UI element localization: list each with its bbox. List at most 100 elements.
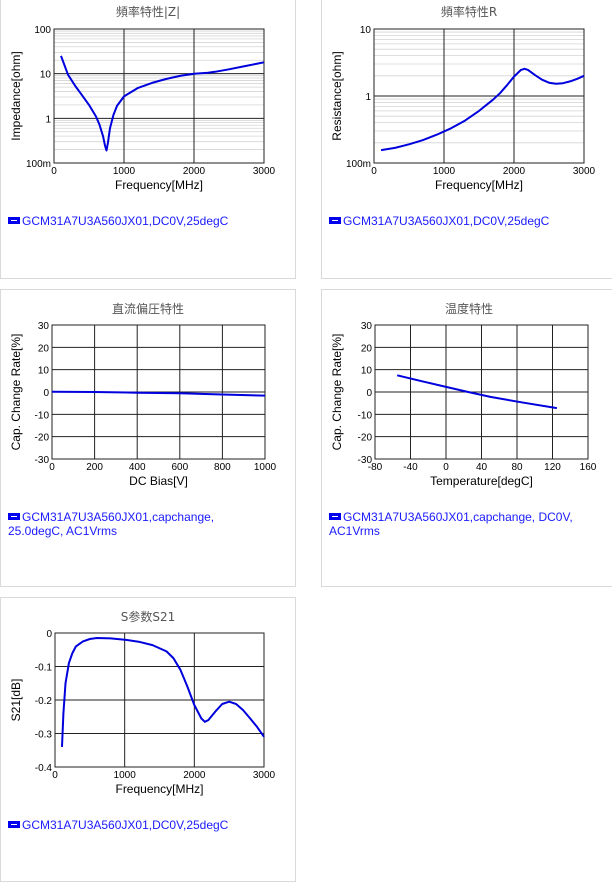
x-tick-label: 1000 (433, 166, 456, 177)
x-tick-label: 0 (443, 462, 449, 473)
x-tick-label: 0 (52, 770, 58, 781)
x-axis-label: Temperature[degC] (430, 474, 533, 488)
temperature-chart: -30 -20 -10 0 10 20 30 -80 -40 0 40 80 120 160 Tempera… (330, 321, 597, 488)
chart-legend: GCM31A7U3A560JX01,capchange, DC0V, AC1Vr… (329, 510, 573, 538)
y-tick-label: -0.2 (35, 696, 53, 707)
x-tick-label: 3000 (253, 166, 276, 177)
y-tick-label: 1 (365, 92, 371, 103)
y-axis-label: Impedance[ohm] (9, 51, 23, 140)
x-tick-label: 0 (49, 462, 55, 473)
x-tick-label: 3000 (253, 770, 276, 781)
series-line (60, 55, 265, 152)
legend-entry: GCM31A7U3A560JX01,DC0V,25degC (329, 214, 549, 228)
plot-grid (373, 28, 585, 164)
y-tick-label: -0.1 (35, 663, 53, 674)
chart-title: S参数S21 (120, 610, 176, 624)
y-tick-label: -0.3 (35, 730, 53, 741)
x-tick-label: 400 (129, 462, 146, 473)
chart-title: 頻率特性R (440, 5, 498, 19)
x-tick-label: -40 (403, 462, 418, 473)
temperature-chart-panel: 温度特性 -30 -20 -10 0 10 20 30 -80 -40 0 40 80 120 160 Te… (321, 289, 612, 587)
x-tick-label: 40 (476, 462, 488, 473)
x-tick-label: 1000 (113, 166, 136, 177)
y-tick-label: 20 (38, 343, 50, 354)
plot-frame (54, 632, 265, 768)
y-tick-label: 20 (361, 343, 373, 354)
legend-entry-continued: 25.0degC, AC1Vrms (8, 524, 117, 538)
series-line (396, 374, 558, 410)
y-tick-label: 1 (45, 114, 51, 125)
plot-grid (54, 632, 265, 768)
y-tick-label: 100m (26, 159, 51, 170)
legend-entry: GCM31A7U3A560JX01,capchange, DC0V, (329, 510, 573, 524)
resistance-chart-panel: 頻率特性R 100m 1 10 0 1000 2000 3000 Frequency[MHz]… (321, 0, 612, 279)
x-axis-label: Frequency[MHz] (115, 782, 203, 796)
legend-label: GCM31A7U3A560JX01,DC0V,25degC (22, 818, 229, 832)
s21-chart-panel: S参数S21 -0.4 -0.3 -0.2 -0.1 0 0 1000 2000 3000 Fre… (0, 597, 296, 882)
series-line (51, 390, 266, 397)
x-tick-label: 1000 (254, 462, 277, 473)
plot-grid (374, 324, 589, 460)
legend-entry: GCM31A7U3A560JX01,DC0V,25degC (8, 818, 228, 832)
plot-frame (373, 28, 585, 164)
x-tick-label: -80 (368, 462, 383, 473)
y-tick-label: 100m (346, 159, 371, 170)
chart-title: 直流偏圧特性 (111, 302, 184, 316)
y-tick-label: 0 (46, 629, 52, 640)
y-tick-label: 30 (38, 321, 50, 332)
y-axis-label: Cap. Change Rate[%] (9, 334, 23, 451)
y-axis-label: S21[dB] (9, 679, 23, 722)
legend-entry-continued: AC1Vrms (329, 524, 380, 538)
y-tick-label: -10 (35, 410, 50, 421)
impedance-chart-panel: 頻率特性|Z| 100m 1 10 100 0 1000 2000 3000 Frequency… (0, 0, 296, 279)
x-tick-label: 1000 (114, 770, 137, 781)
x-axis-label: DC Bias[V] (129, 474, 188, 488)
x-tick-label: 200 (86, 462, 103, 473)
y-tick-label: 30 (361, 321, 373, 332)
x-tick-label: 80 (511, 462, 523, 473)
chart-legend: GCM31A7U3A560JX01,DC0V,25degC (8, 214, 228, 228)
x-tick-label: 800 (214, 462, 231, 473)
y-tick-label: 10 (360, 25, 372, 36)
dc-bias-chart-panel: 直流偏圧特性 -30 -20 -10 0 10 20 30 0 200 400 600 800 1000… (0, 289, 296, 587)
chart-legend: GCM31A7U3A560JX01,DC0V,25degC (8, 818, 228, 832)
s21-chart: -0.4 -0.3 -0.2 -0.1 0 0 1000 2000 3000 Frequency[… (9, 629, 276, 796)
legend-label: GCM31A7U3A560JX01,DC0V,25degC (22, 214, 229, 228)
y-tick-label: 10 (40, 70, 52, 81)
x-tick-label: 2000 (503, 166, 526, 177)
legend-swatch-icon (8, 821, 20, 828)
x-tick-label: 0 (51, 166, 57, 177)
legend-entry: GCM31A7U3A560JX01,DC0V,25degC (8, 214, 228, 228)
y-tick-label: 0 (366, 388, 372, 399)
y-tick-label: 10 (361, 366, 373, 377)
y-tick-label: -30 (35, 455, 50, 466)
plot-frame (374, 324, 589, 460)
resistance-chart: 100m 1 10 0 1000 2000 3000 Frequency[MHz] Resist… (330, 25, 596, 192)
y-tick-label: -30 (358, 455, 373, 466)
y-axis-label: Cap. Change Rate[%] (330, 334, 344, 451)
x-tick-label: 600 (171, 462, 188, 473)
legend-swatch-icon (8, 513, 20, 520)
legend-label: GCM31A7U3A560JX01,capchange, (22, 510, 215, 524)
dc-bias-chart: -30 -20 -10 0 10 20 30 0 200 400 600 800 1000 DC Bias… (9, 321, 277, 488)
legend-label: GCM31A7U3A560JX01,capchange, DC0V, (343, 510, 573, 524)
series-line (380, 67, 585, 152)
y-axis-label: Resistance[ohm] (330, 51, 344, 140)
x-tick-label: 2000 (183, 770, 206, 781)
x-axis-label: Frequency[MHz] (435, 178, 523, 192)
plot-grid (53, 28, 265, 164)
chart-title: 温度特性 (444, 302, 493, 316)
x-axis-label: Frequency[MHz] (115, 178, 203, 192)
x-tick-label: 3000 (573, 166, 596, 177)
legend-label: GCM31A7U3A560JX01,DC0V,25degC (343, 214, 550, 228)
chart-title: 頻率特性|Z| (115, 5, 181, 19)
legend-swatch-icon (329, 513, 341, 520)
x-tick-label: 120 (544, 462, 561, 473)
x-tick-label: 160 (580, 462, 597, 473)
chart-legend: GCM31A7U3A560JX01,capchange, 25.0degC, A… (8, 510, 214, 538)
legend-entry: GCM31A7U3A560JX01,capchange, (8, 510, 214, 524)
legend-swatch-icon (8, 217, 20, 224)
y-tick-label: -10 (358, 410, 373, 421)
y-tick-label: -20 (35, 433, 50, 444)
